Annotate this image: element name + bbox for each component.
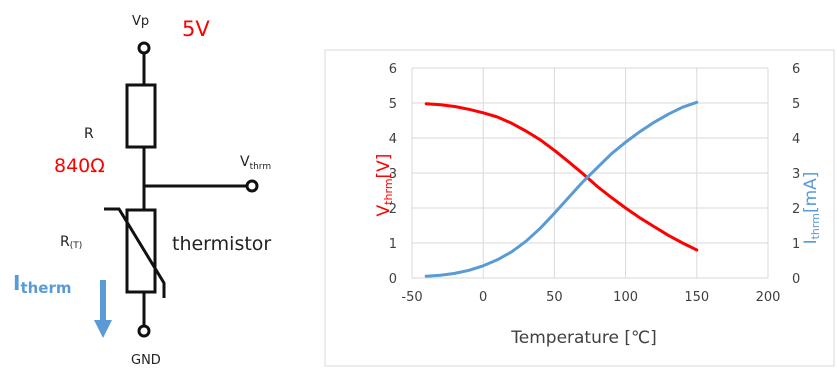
y-left-tick-label-0: 0: [389, 272, 397, 287]
supply-voltage-label: 5V: [182, 17, 210, 41]
vp-terminal: [137, 41, 151, 55]
y-left-axis-label: Vthrm[V]: [374, 154, 395, 217]
x-axis-label: Temperature [℃]: [510, 328, 656, 348]
y-right-tick-labels: 0 1 2 3 4 5 6: [792, 62, 800, 287]
thermistor-label: thermistor: [172, 233, 271, 255]
x-tick-label-3: 100: [613, 290, 638, 305]
current-label: Itherm: [13, 271, 72, 297]
y-left-tick-label-5: 5: [389, 97, 397, 112]
x-tick-label-0: -50: [401, 290, 422, 305]
y-left-tick-label-3: 3: [389, 167, 397, 182]
y-right-tick-label-2: 2: [792, 202, 800, 217]
y-left-tick-labels: 0 1 2 3 4 5 6: [389, 62, 397, 287]
chart: -50 0 50 100 150 200 0 1 2 3 4 5 6 0 1 2 3 4 5 6 Temperat…: [324, 49, 835, 367]
gnd-terminal: [137, 324, 151, 338]
circuit-schematic: Vp 5V R 840Ω Vthrm R(T) thermistor GND I…: [13, 14, 271, 368]
gnd-label: GND: [131, 353, 161, 368]
thermistor-symbol: [125, 208, 157, 294]
y-right-tick-label-5: 5: [792, 97, 800, 112]
x-tick-label-4: 150: [684, 290, 709, 305]
resistor-symbol: [125, 83, 157, 149]
voltage-curve: [424, 102, 699, 252]
x-tick-label-5: 200: [756, 290, 781, 305]
x-tick-labels: -50 0 50 100 150 200: [401, 290, 780, 305]
x-tick-label-1: 0: [479, 290, 487, 305]
y-right-axis-label: Ithrm[mA]: [801, 172, 822, 245]
vp-label: Vp: [132, 14, 149, 29]
chart-series: [424, 100, 699, 278]
y-right-tick-label-4: 4: [792, 132, 800, 147]
thermistor-nonlinear-marker: [104, 207, 166, 298]
current-arrow-head: [94, 320, 112, 338]
y-left-tick-label-6: 6: [389, 62, 397, 77]
y-left-tick-label-2: 2: [389, 202, 397, 217]
current-curve: [424, 100, 699, 278]
y-right-tick-label-3: 3: [792, 167, 800, 182]
x-tick-label-2: 50: [546, 290, 563, 305]
y-right-tick-label-1: 1: [792, 237, 800, 252]
y-right-tick-label-6: 6: [792, 62, 800, 77]
y-right-tick-label-0: 0: [792, 272, 800, 287]
vout-label: Vthrm: [240, 154, 271, 172]
y-left-tick-label-1: 1: [389, 237, 397, 252]
vout-terminal: [245, 179, 259, 193]
resistor-value-label: 840Ω: [54, 155, 105, 177]
resistor-name-label: R: [84, 126, 94, 142]
y-left-tick-label-4: 4: [389, 132, 397, 147]
rt-label: R(T): [60, 234, 82, 251]
